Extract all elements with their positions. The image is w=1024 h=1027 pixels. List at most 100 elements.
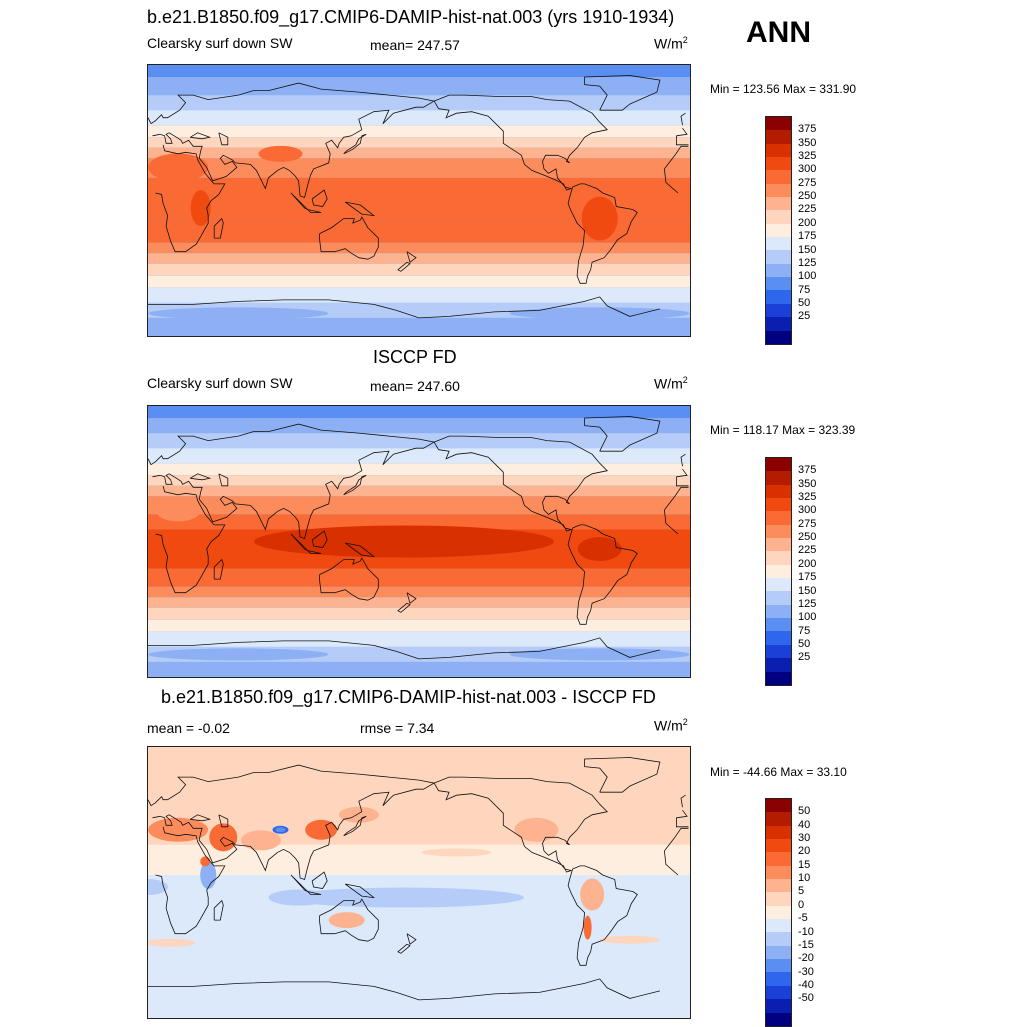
coastline bbox=[213, 217, 224, 239]
colorbar-swatch bbox=[766, 1012, 791, 1026]
coastline bbox=[676, 476, 689, 487]
coastline bbox=[189, 473, 212, 481]
colorbar-swatch bbox=[766, 604, 791, 619]
coastline bbox=[311, 189, 328, 207]
contour-region bbox=[581, 196, 618, 241]
coastline bbox=[397, 261, 411, 272]
colorbar-tick-label: 125 bbox=[798, 256, 817, 269]
colorbar-swatch bbox=[766, 658, 791, 672]
coastline bbox=[406, 933, 417, 945]
coastline bbox=[148, 799, 152, 806]
colorbar-tick-label: 300 bbox=[798, 163, 817, 176]
colorbar-swatch bbox=[766, 237, 791, 251]
colorbar-swatch bbox=[766, 578, 791, 592]
colorbar-swatch bbox=[766, 197, 791, 211]
contour-region bbox=[509, 307, 690, 320]
colorbar-swatch bbox=[766, 905, 791, 920]
colorbar-tick-label: 375 bbox=[798, 464, 817, 477]
colorbar-tick-label: 100 bbox=[798, 611, 817, 624]
colorbar-swatch bbox=[766, 263, 791, 278]
colorbar-tick-label: 325 bbox=[798, 491, 817, 504]
coastline bbox=[584, 416, 661, 452]
colorbar-swatch bbox=[766, 117, 791, 131]
contour-band bbox=[148, 463, 690, 476]
contour-band bbox=[148, 418, 690, 434]
coastline bbox=[397, 602, 411, 613]
coastline bbox=[307, 550, 322, 554]
contour-region bbox=[148, 153, 209, 182]
colorbar-swatch bbox=[766, 143, 791, 158]
panel1-map bbox=[147, 64, 691, 337]
contour-band bbox=[148, 147, 690, 159]
colorbar-swatch bbox=[766, 852, 791, 866]
colorbar-swatch bbox=[766, 498, 791, 512]
coastline bbox=[148, 458, 152, 465]
colorbar-tick-label: 50 bbox=[798, 637, 811, 650]
season-label: ANN bbox=[746, 16, 811, 49]
coastline bbox=[567, 865, 638, 966]
coastline bbox=[213, 899, 224, 921]
contour-region bbox=[577, 537, 622, 562]
colorbar-tick-label: 275 bbox=[798, 176, 817, 189]
coastline bbox=[664, 827, 689, 852]
coastline bbox=[155, 826, 226, 935]
colorbar-swatch bbox=[766, 277, 791, 291]
panel3-units: W/m2 bbox=[654, 717, 688, 734]
coastline bbox=[406, 251, 417, 263]
colorbar-tick-label: 375 bbox=[798, 123, 817, 136]
colorbar-swatch bbox=[766, 564, 791, 579]
contour-band bbox=[148, 223, 690, 243]
coastline bbox=[406, 592, 417, 604]
colorbar-swatch bbox=[766, 919, 791, 933]
panel2-variable-label: Clearsky surf down SW bbox=[147, 375, 293, 391]
contour-band bbox=[148, 110, 690, 126]
colorbar-swatch bbox=[766, 290, 791, 304]
contour-band bbox=[148, 65, 690, 78]
colorbar-swatch bbox=[766, 671, 791, 685]
colorbar-swatch bbox=[766, 945, 791, 960]
contour-band bbox=[148, 433, 690, 449]
panel3-colorbar bbox=[765, 798, 792, 1027]
panel2-minmax: Min = 118.17 Max = 323.39 bbox=[710, 423, 856, 437]
colorbar-tick-label: 5 bbox=[798, 885, 805, 898]
coastline bbox=[584, 757, 661, 793]
colorbar-tick-label: -40 bbox=[798, 978, 814, 991]
panel2-title: ISCCP FD bbox=[373, 347, 457, 367]
coastline bbox=[150, 423, 436, 540]
colorbar-tick-label: 325 bbox=[798, 150, 817, 163]
panel3-map bbox=[147, 746, 691, 1019]
contour-band bbox=[148, 514, 690, 530]
coastline bbox=[680, 112, 686, 126]
coastline bbox=[664, 509, 679, 535]
contour-band bbox=[148, 874, 690, 958]
contour-band bbox=[148, 287, 690, 303]
colorbar-swatch bbox=[766, 130, 791, 144]
colorbar-tick-label: 15 bbox=[798, 858, 811, 871]
contour-region bbox=[305, 819, 338, 840]
coastline bbox=[213, 558, 224, 580]
contour-band bbox=[148, 263, 690, 276]
colorbar-tick-label: 225 bbox=[798, 544, 817, 557]
colorbar-swatch bbox=[766, 985, 791, 1000]
colorbar-tick-label: 40 bbox=[798, 818, 811, 831]
colorbar-swatch bbox=[766, 839, 791, 853]
coastline bbox=[150, 764, 436, 881]
colorbar-swatch bbox=[766, 865, 791, 880]
panel2-colorbar bbox=[765, 457, 792, 686]
contour-region bbox=[328, 912, 365, 929]
colorbar-swatch bbox=[766, 932, 791, 946]
coastline bbox=[319, 898, 379, 942]
colorbar-tick-label: 0 bbox=[798, 898, 805, 911]
coastline bbox=[433, 435, 609, 532]
colorbar-tick-label: 200 bbox=[798, 557, 817, 570]
coastline bbox=[311, 871, 328, 889]
colorbar-swatch bbox=[766, 303, 791, 318]
colorbar-tick-label: 25 bbox=[798, 651, 811, 664]
panel3-title: b.e21.B1850.f09_g17.CMIP6-DAMIP-hist-nat… bbox=[161, 687, 656, 707]
coastline bbox=[344, 883, 376, 899]
contour-band bbox=[148, 448, 690, 464]
coastline bbox=[676, 817, 689, 828]
colorbar-tick-label: 125 bbox=[798, 597, 817, 610]
coastline bbox=[397, 943, 411, 954]
coastline bbox=[664, 145, 689, 170]
